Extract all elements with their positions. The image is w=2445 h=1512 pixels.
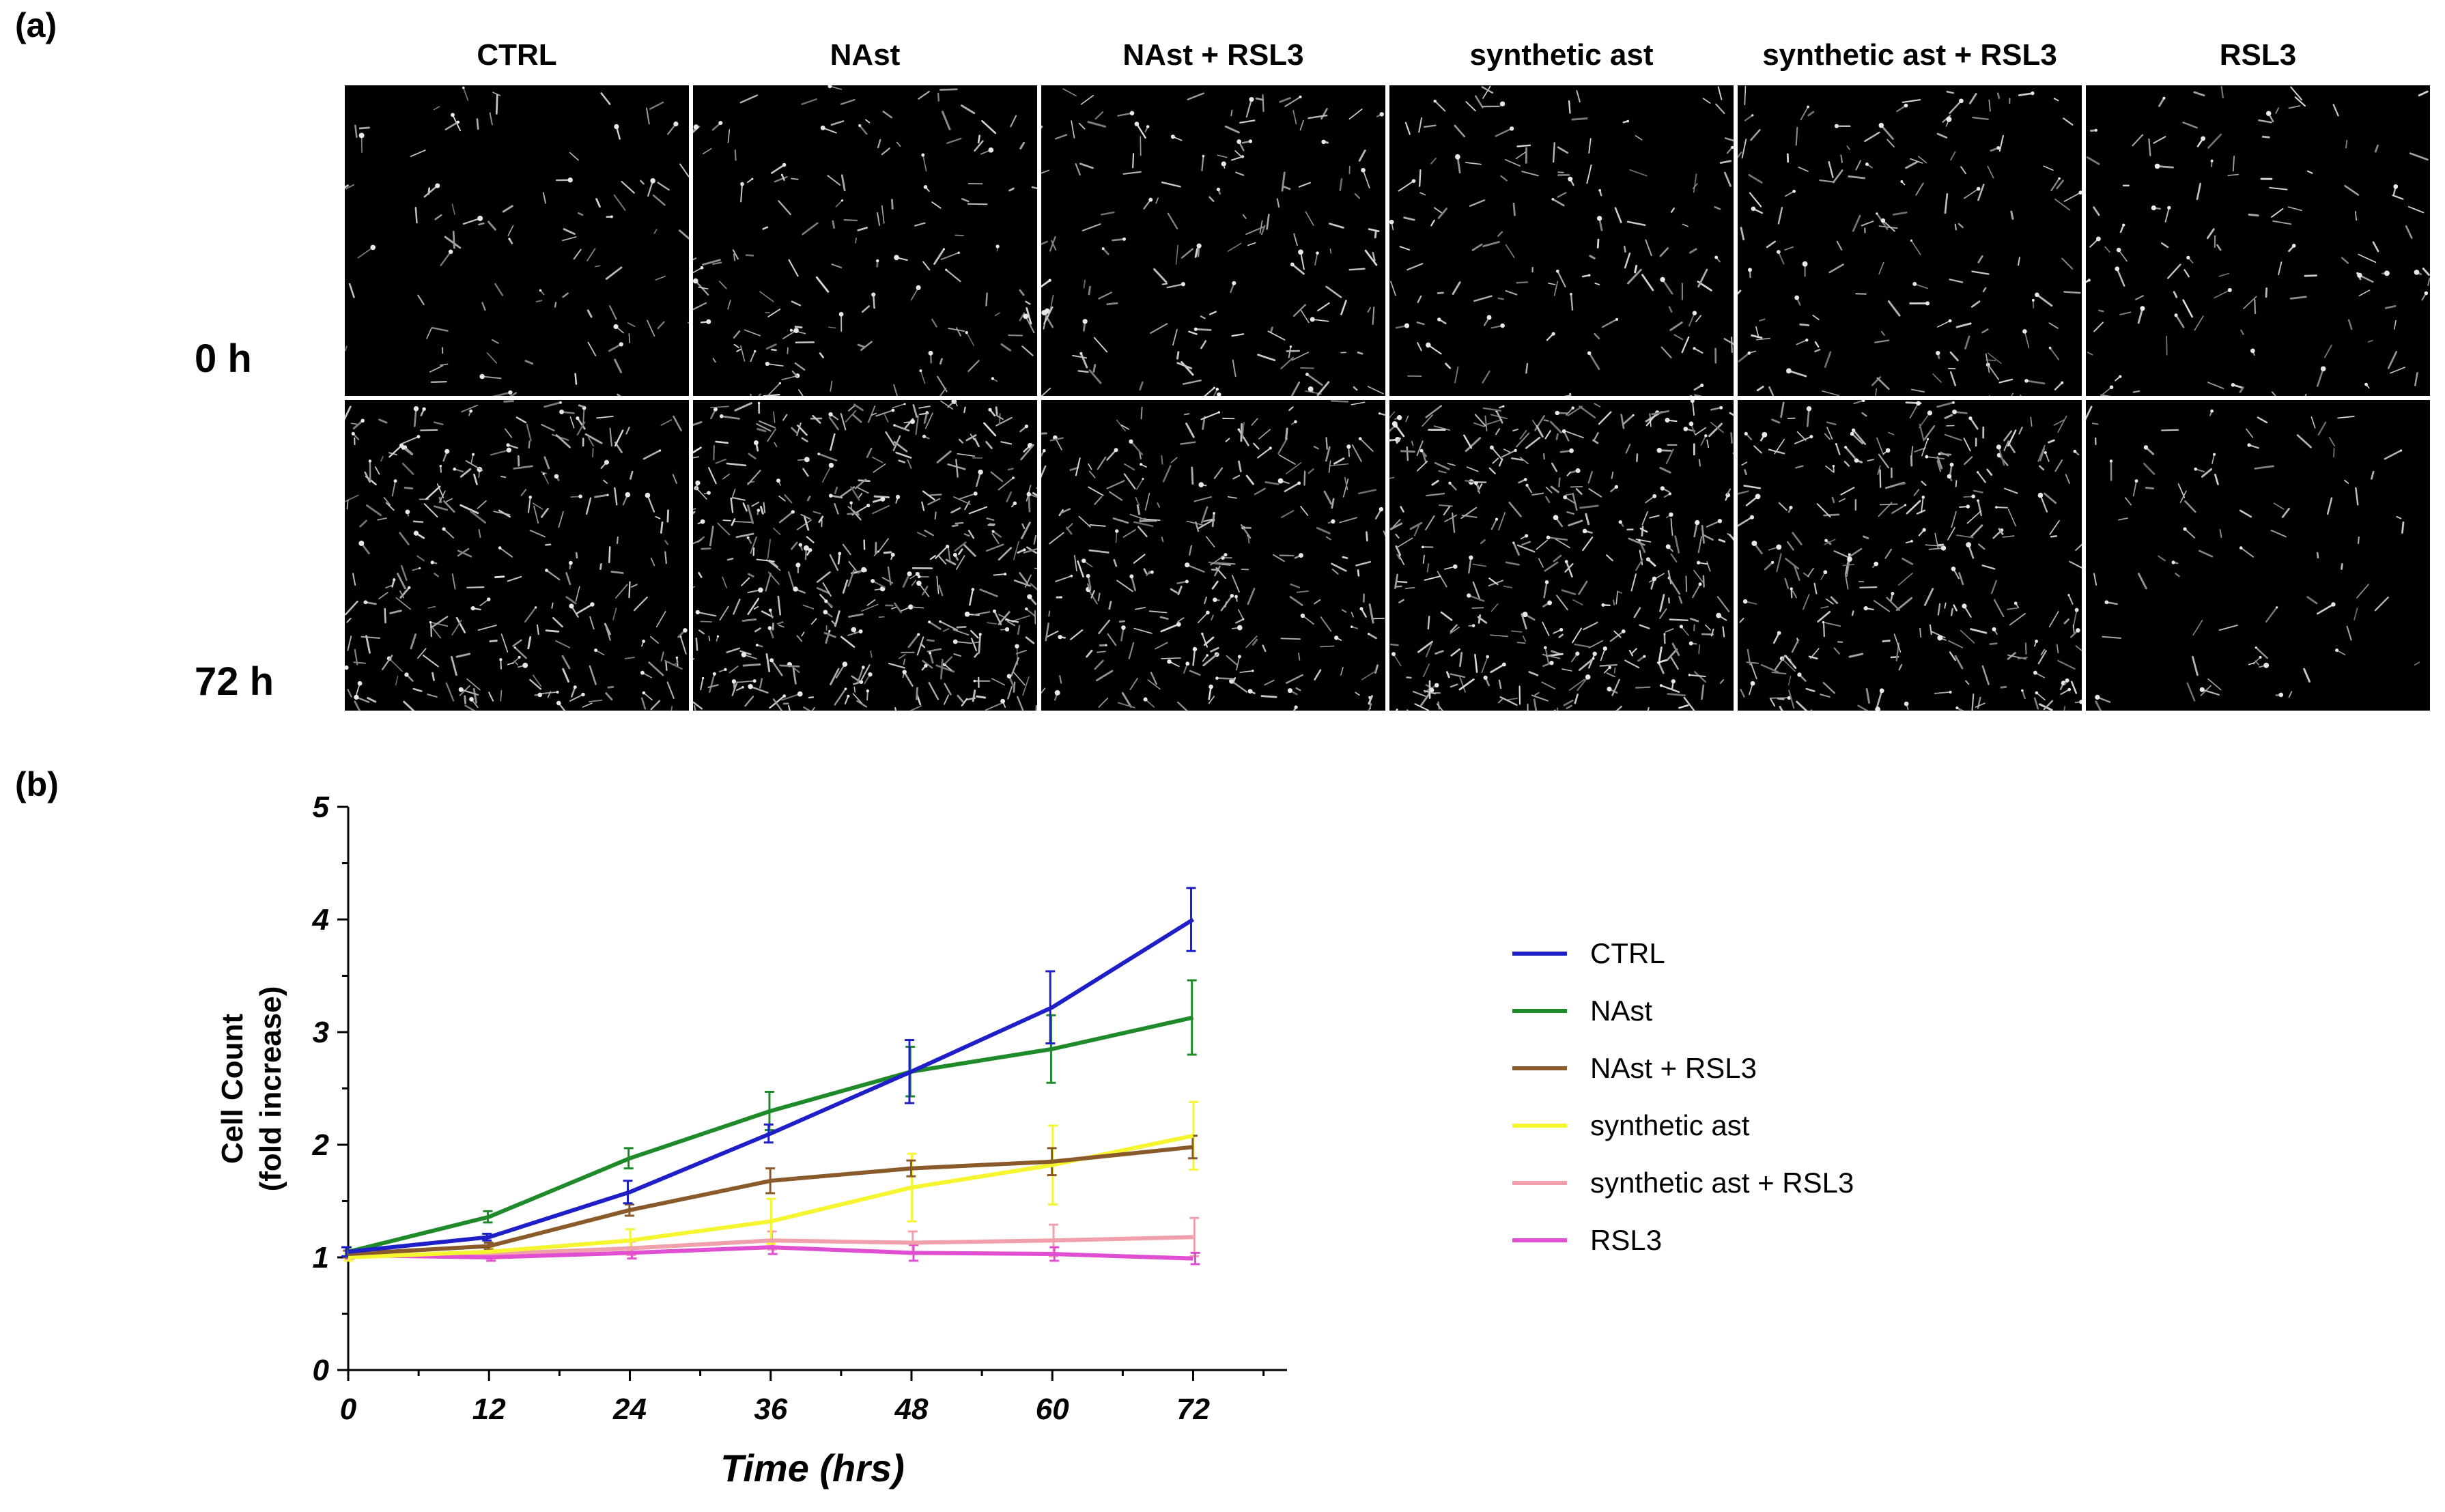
- row-label-72h: 72 h: [195, 659, 274, 704]
- micrograph-tile: [345, 85, 689, 396]
- x-tick-label: 24: [612, 1393, 647, 1426]
- y-axis-label: Cell Count (fold increase): [216, 986, 287, 1192]
- micrograph-tile: [1738, 85, 2082, 396]
- micrograph-tile: [1738, 400, 2082, 711]
- x-tick-label: 72: [1176, 1393, 1210, 1426]
- legend-label: CTRL: [1590, 937, 1665, 969]
- legend-item: NAst + RSL3: [1512, 1040, 1854, 1097]
- legend-label: NAst + RSL3: [1590, 1052, 1757, 1084]
- micrograph-tile: [1041, 85, 1385, 396]
- series-line-nast-plus-rsl3: [348, 1145, 1193, 1257]
- micrograph-tile: [1389, 85, 1734, 396]
- micrograph-tile: [693, 85, 1037, 396]
- x-tick-label: 12: [472, 1393, 506, 1426]
- column-header: NAst: [830, 38, 901, 72]
- legend-label: synthetic ast + RSL3: [1590, 1167, 1854, 1199]
- panel-a-label: (a): [15, 6, 57, 44]
- y-tick-label: 0: [313, 1354, 330, 1387]
- x-tick-label: 60: [1036, 1393, 1069, 1426]
- column-header: synthetic ast + RSL3: [1762, 38, 2057, 72]
- y-tick-label: 3: [313, 1016, 329, 1049]
- micrograph-tile: [345, 400, 689, 711]
- panel-b-label: (b): [15, 765, 59, 803]
- legend-swatch: [1512, 1009, 1567, 1013]
- y-axis-label-line: (fold increase): [254, 986, 287, 1192]
- microscopy-grid: [345, 85, 2430, 713]
- x-axis-label: Time (hrs): [720, 1446, 905, 1489]
- legend-swatch: [1512, 1124, 1567, 1128]
- column-header: synthetic ast: [1469, 38, 1654, 72]
- micrograph-tile: [2086, 400, 2430, 711]
- legend-swatch: [1512, 1066, 1567, 1070]
- micrograph-tile: [1389, 400, 1734, 711]
- micrograph-tile: [693, 400, 1037, 711]
- y-tick-label: 1: [313, 1241, 329, 1274]
- y-tick-label: 2: [312, 1128, 330, 1162]
- legend-label: NAst: [1590, 995, 1653, 1027]
- legend-item: CTRL: [1512, 925, 1854, 982]
- legend-swatch: [1512, 1238, 1567, 1242]
- legend-swatch: [1512, 1181, 1567, 1185]
- legend-label: synthetic ast: [1590, 1109, 1750, 1141]
- column-header: RSL3: [2219, 38, 2297, 72]
- series-line-ctrl: [348, 917, 1195, 1254]
- x-tick-label: 36: [754, 1393, 787, 1426]
- y-tick-label: 4: [312, 903, 329, 937]
- legend-item: NAst: [1512, 982, 1854, 1040]
- series-line-synthetic-ast: [348, 1133, 1194, 1259]
- legend-item: RSL3: [1512, 1212, 1854, 1269]
- series-line-synthetic-ast-plus-rsl3: [348, 1235, 1193, 1257]
- column-header: CTRL: [477, 38, 557, 72]
- chart-legend: CTRL NAst NAst + RSL3 synthetic ast syntheti…: [1512, 925, 1854, 1269]
- x-tick-label: 0: [340, 1393, 357, 1426]
- x-tick-label: 48: [894, 1393, 929, 1426]
- y-tick-label: 5: [313, 790, 330, 824]
- series-line-nast: [348, 1015, 1194, 1254]
- micrograph-tile: [1041, 400, 1385, 711]
- column-header: NAst + RSL3: [1122, 38, 1304, 72]
- legend-label: RSL3: [1590, 1224, 1663, 1256]
- panel-a-microscopy: (a) CTRL NAst NAst + RSL3 synthetic ast synt…: [0, 0, 2445, 724]
- legend-swatch: [1512, 952, 1567, 956]
- series-line-rsl3: [348, 1245, 1193, 1261]
- row-label-0h: 0 h: [195, 337, 252, 381]
- legend-item: synthetic ast: [1512, 1097, 1854, 1154]
- legend-item: synthetic ast + RSL3: [1512, 1154, 1854, 1212]
- micrograph-tile: [2086, 85, 2430, 396]
- y-axis-label-line: Cell Count: [216, 1014, 249, 1164]
